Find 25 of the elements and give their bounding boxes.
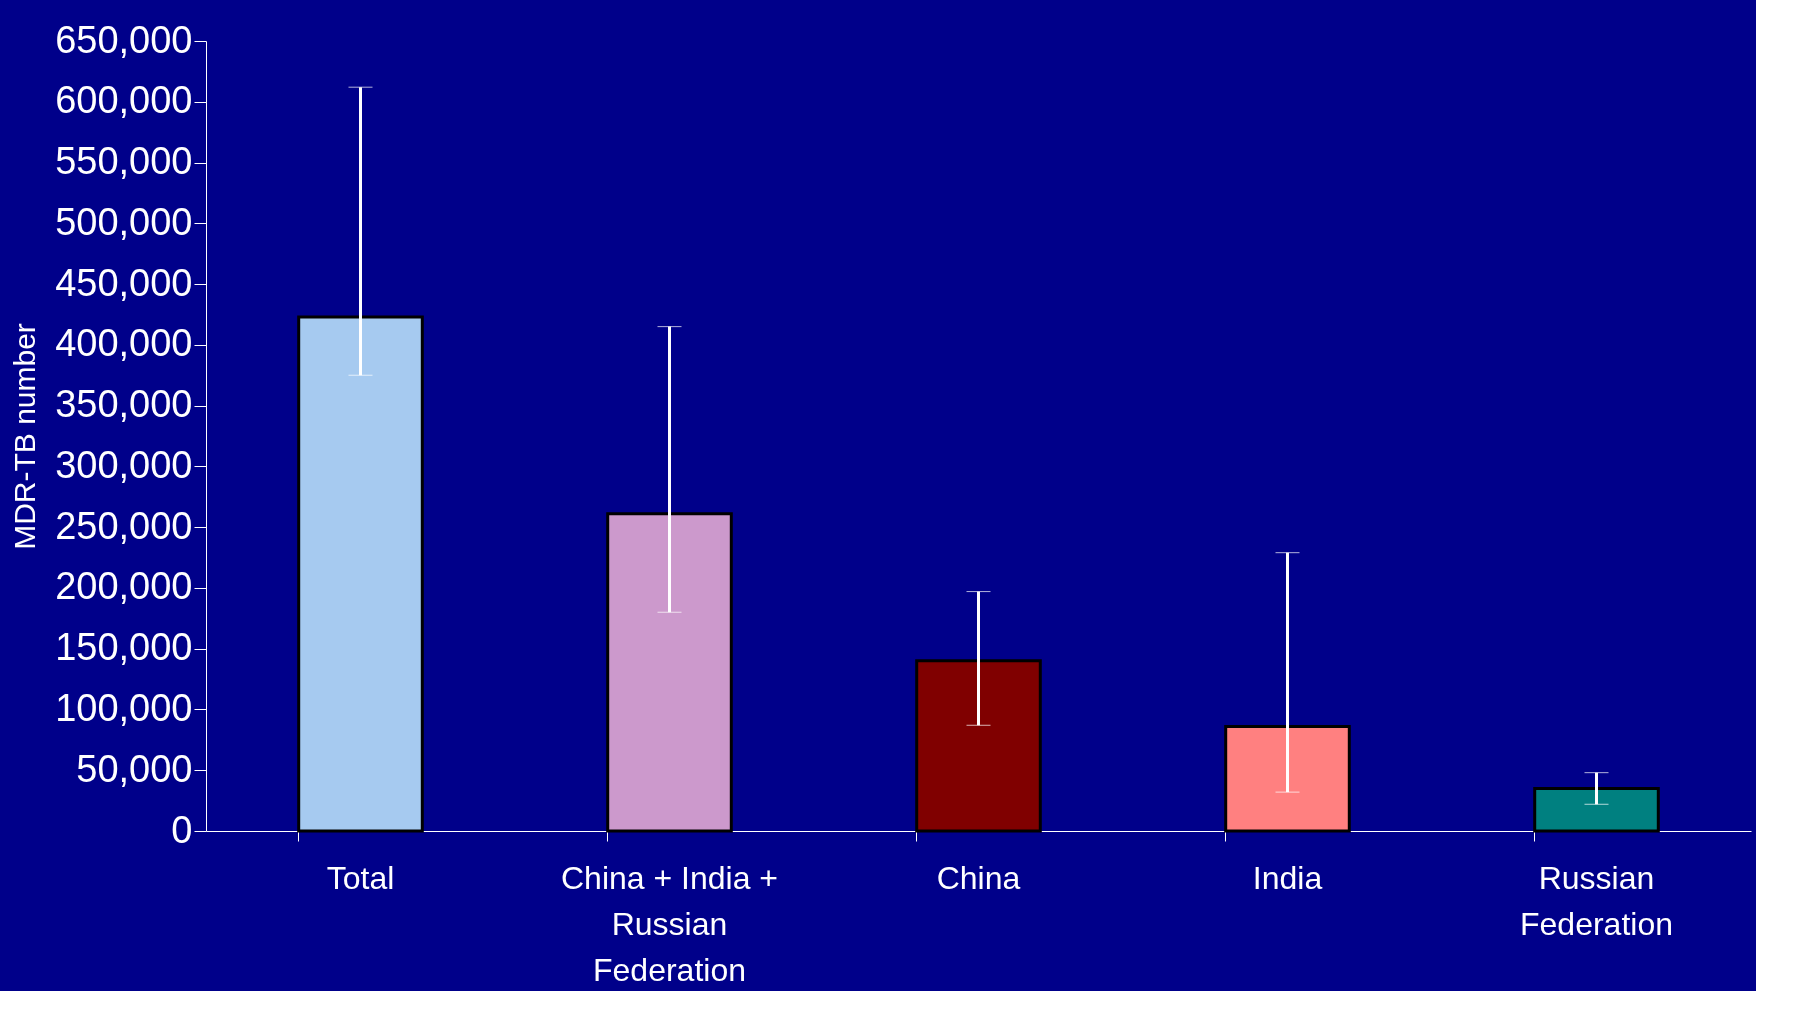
bar	[297, 315, 424, 833]
bar	[1533, 786, 1660, 833]
y-tick-label: 650,000	[55, 18, 193, 61]
x-tick-label: Russian Federation	[1520, 859, 1673, 942]
y-tick-label: 450,000	[55, 261, 193, 304]
y-tick-label: 600,000	[55, 79, 193, 122]
y-tick-label: 550,000	[55, 140, 193, 183]
x-tick-label: China + India + Russian Federation	[560, 859, 779, 988]
x-tick-label: India	[1252, 859, 1323, 896]
y-tick-label: 200,000	[55, 565, 193, 608]
y-tick-label: 0	[171, 808, 193, 851]
y-tick-label: 350,000	[55, 383, 193, 426]
bar	[606, 512, 733, 833]
x-tick-label: China	[936, 859, 1021, 896]
x-tick-label: Total	[326, 859, 395, 896]
bar	[915, 659, 1042, 833]
y-tick-label: 50,000	[76, 747, 193, 790]
bar	[1224, 724, 1351, 833]
y-tick-label: 100,000	[55, 686, 193, 729]
y-tick-label: 250,000	[55, 504, 193, 547]
y-tick-label: 150,000	[55, 626, 193, 669]
y-axis-title: MDR-TB number	[8, 323, 42, 550]
y-tick-label: 300,000	[55, 443, 193, 486]
y-tick-label: 400,000	[55, 322, 193, 365]
y-tick-label: 500,000	[55, 200, 193, 243]
